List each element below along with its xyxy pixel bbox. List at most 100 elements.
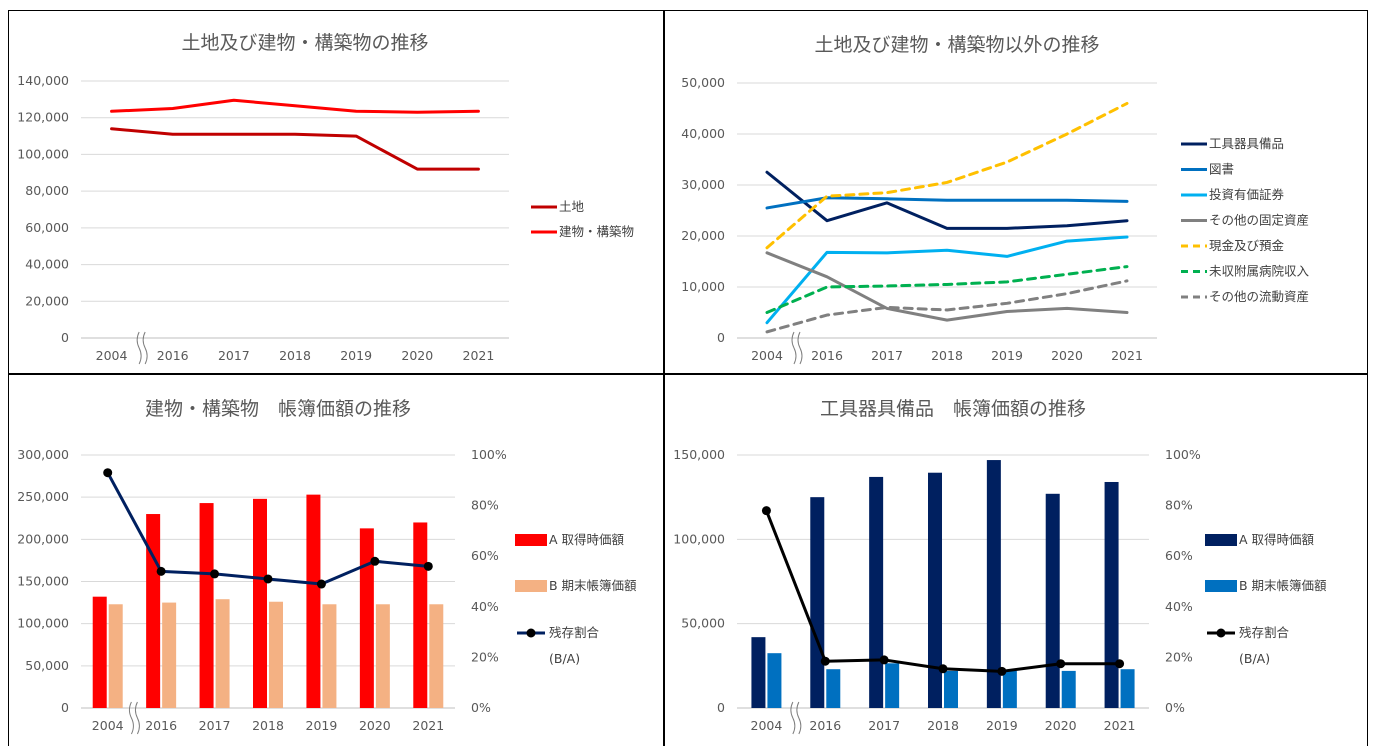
legend-label: 残存割合 <box>549 625 600 640</box>
series-line <box>110 127 480 171</box>
y-tick-label: 10,000 <box>681 279 725 294</box>
bar <box>146 514 161 708</box>
legend-swatch <box>515 580 547 592</box>
y-tick-label: 20,000 <box>681 228 725 243</box>
ratio-point <box>997 666 1007 676</box>
bar <box>108 604 123 708</box>
series-line <box>765 235 1129 325</box>
y-tick-label: 150,000 <box>17 574 69 589</box>
bar <box>986 460 1001 708</box>
y2-tick-label: 20% <box>1165 649 1193 664</box>
bar <box>215 599 230 708</box>
bar <box>429 604 444 708</box>
bar <box>1104 481 1119 708</box>
y2-tick-label: 80% <box>471 498 499 513</box>
chart-title: 工具器具備品 帳簿価額の推移 <box>820 398 1086 420</box>
legend-swatch <box>1205 534 1237 546</box>
chart-title: 土地及び建物・構築物の推移 <box>181 32 428 54</box>
bar <box>162 602 177 708</box>
bar <box>269 601 283 708</box>
legend-label: 未収附属病院収入 <box>1209 264 1310 279</box>
x-tick-label: 2004 <box>96 348 128 363</box>
legend-label: 現金及び預金 <box>1209 238 1285 253</box>
y-tick-label: 40,000 <box>25 257 69 272</box>
axis-break-mark-left <box>128 701 134 735</box>
bar <box>944 670 958 708</box>
bar <box>767 653 782 708</box>
legend-marker <box>1216 628 1226 638</box>
x-tick-label: 2019 <box>986 718 1018 733</box>
bar <box>413 522 428 708</box>
x-tick-label: 2018 <box>927 718 959 733</box>
legend-label: 図書 <box>1209 162 1234 177</box>
x-tick-label: 2018 <box>931 348 963 363</box>
x-tick-label: 2016 <box>145 718 177 733</box>
y-tick-label: 150,000 <box>673 447 725 462</box>
series-line <box>765 170 1129 230</box>
legend-label: その他の固定資産 <box>1209 213 1309 228</box>
y-tick-label: 140,000 <box>17 73 69 88</box>
y2-tick-label: 0% <box>471 700 491 715</box>
x-tick-label: 2020 <box>359 718 391 733</box>
series-line <box>765 101 1129 250</box>
y-tick-label: 50,000 <box>681 75 725 90</box>
x-tick-label: 2016 <box>157 348 189 363</box>
line-chart-other-assets: 土地及び建物・構築物以外の推移 0 10,000 20,000 30,000 40,000… <box>681 34 1310 365</box>
x-tick-label: 2016 <box>811 348 843 363</box>
legend-label: B 期末帳簿価額 <box>1239 578 1327 593</box>
legend-label: A 取得時価額 <box>1239 532 1315 547</box>
chart-panel-other-assets: 土地及び建物・構築物以外の推移 0 10,000 20,000 30,000 40,000… <box>664 10 1368 374</box>
series-line <box>765 279 1129 334</box>
y-tick-label: 40,000 <box>681 126 725 141</box>
x-tick-label: 2016 <box>809 718 841 733</box>
x-tick-label: 2019 <box>340 348 372 363</box>
y2-tick-label: 60% <box>1165 548 1193 563</box>
series-line <box>765 265 1129 314</box>
legend-label: その他の流動資産 <box>1209 289 1309 304</box>
y-tick-label: 120,000 <box>17 110 69 125</box>
bar <box>253 498 267 708</box>
bar <box>1120 669 1135 708</box>
ratio-point <box>879 655 889 665</box>
bar <box>869 476 884 708</box>
bar <box>306 494 321 708</box>
x-tick-label: 2021 <box>463 348 495 363</box>
x-tick-label: 2021 <box>412 718 444 733</box>
axis-break-mark-right <box>797 331 803 365</box>
x-tick-label: 2019 <box>306 718 338 733</box>
y2-tick-label: 0% <box>1165 700 1185 715</box>
axis-break-mark-left <box>136 331 142 365</box>
chart-title: 建物・構築物 帳簿価額の推移 <box>145 398 411 420</box>
series-line <box>765 251 1129 322</box>
y-tick-label: 100,000 <box>673 531 725 546</box>
x-tick-label: 2018 <box>252 718 284 733</box>
ratio-point <box>1056 659 1066 669</box>
y-tick-label: 200,000 <box>17 531 69 546</box>
chart-panel-buildings-book-value: 建物・構築物 帳簿価額の推移 0 50,000 100,000 150,000 200,0… <box>8 374 664 746</box>
ratio-point <box>820 656 830 666</box>
y-tick-label: 0 <box>717 700 725 715</box>
bar <box>375 604 390 708</box>
x-tick-label: 2004 <box>92 718 124 733</box>
x-tick-label: 2017 <box>868 718 900 733</box>
legend-label: A 取得時価額 <box>549 532 625 547</box>
y-tick-label: 30,000 <box>681 177 725 192</box>
ratio-point <box>370 556 380 566</box>
bar-chart-buildings-book-value: 建物・構築物 帳簿価額の推移 0 50,000 100,000 150,000 200,0… <box>17 398 637 735</box>
y2-tick-label: 20% <box>471 649 499 664</box>
axis-break-mark-left <box>791 331 797 365</box>
y-tick-label: 300,000 <box>17 447 69 462</box>
x-tick-label: 2004 <box>751 348 783 363</box>
axis-break-mark-left <box>790 701 796 735</box>
line-chart-land-buildings: 土地及び建物・構築物の推移 0 20,000 40,000 60,000 80,000 10… <box>17 32 634 365</box>
ratio-point <box>938 664 948 674</box>
legend-marker <box>526 628 536 638</box>
bar <box>810 497 825 708</box>
y-tick-label: 0 <box>61 700 69 715</box>
axis-break-mark-right <box>796 701 802 735</box>
chart-panel-equipment-book-value: 工具器具備品 帳簿価額の推移 0 50,000 100,000 150,000 2004 2… <box>664 374 1368 746</box>
ratio-point <box>1115 659 1125 669</box>
y2-tick-label: 40% <box>471 599 499 614</box>
legend-swatch <box>1205 580 1237 592</box>
bar <box>751 637 766 708</box>
